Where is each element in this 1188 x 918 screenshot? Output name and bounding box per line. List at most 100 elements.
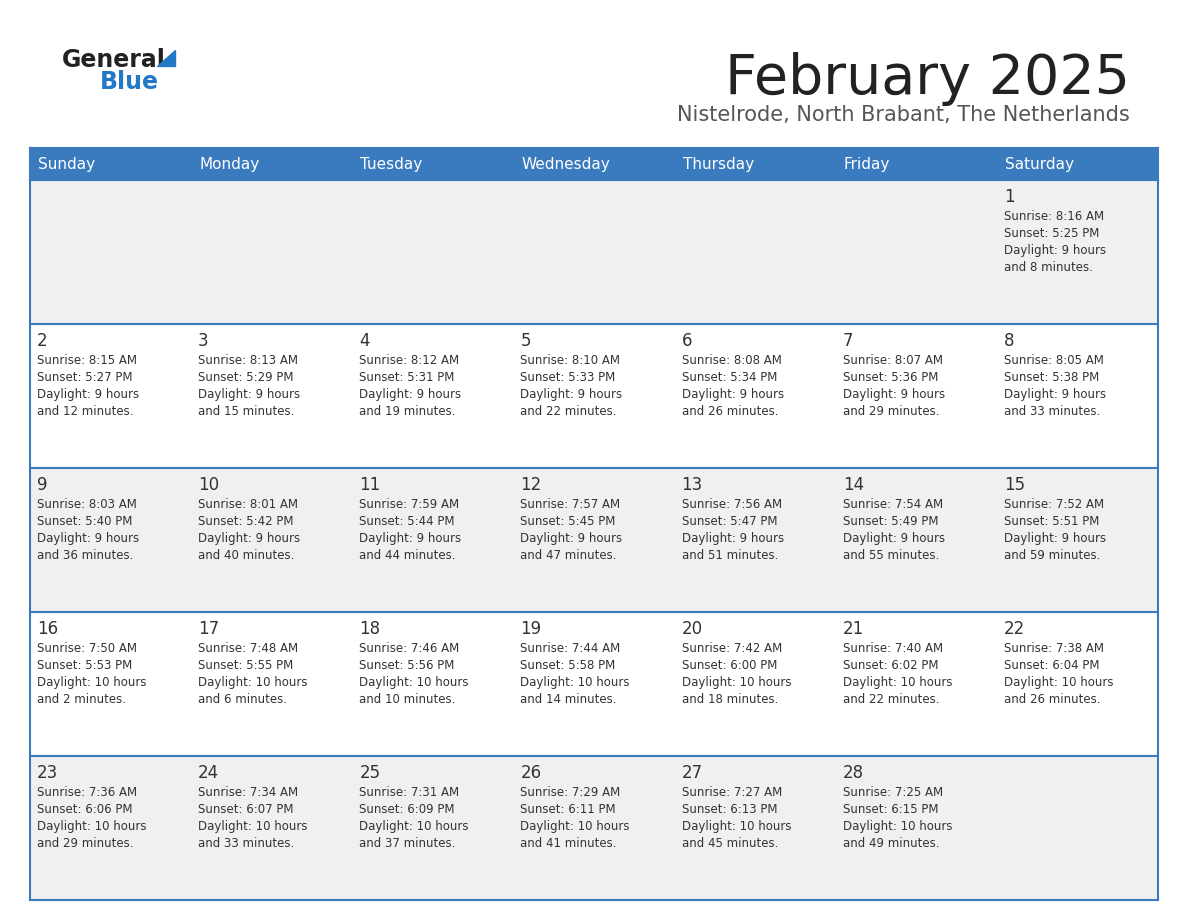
Text: 6: 6 xyxy=(682,332,693,350)
Text: Sunset: 5:29 PM: Sunset: 5:29 PM xyxy=(198,371,293,384)
Text: Sunrise: 7:27 AM: Sunrise: 7:27 AM xyxy=(682,786,782,799)
Text: Daylight: 9 hours: Daylight: 9 hours xyxy=(198,532,301,545)
Text: Sunrise: 7:42 AM: Sunrise: 7:42 AM xyxy=(682,642,782,655)
Text: 5: 5 xyxy=(520,332,531,350)
Text: 7: 7 xyxy=(842,332,853,350)
Text: 8: 8 xyxy=(1004,332,1015,350)
Text: Daylight: 10 hours: Daylight: 10 hours xyxy=(520,676,630,689)
Text: 27: 27 xyxy=(682,764,702,782)
Text: Daylight: 10 hours: Daylight: 10 hours xyxy=(682,676,791,689)
Text: Daylight: 10 hours: Daylight: 10 hours xyxy=(842,676,953,689)
Text: Daylight: 9 hours: Daylight: 9 hours xyxy=(682,532,784,545)
Text: Sunrise: 8:15 AM: Sunrise: 8:15 AM xyxy=(37,354,137,367)
Text: Sunset: 5:36 PM: Sunset: 5:36 PM xyxy=(842,371,939,384)
Text: Sunrise: 8:03 AM: Sunrise: 8:03 AM xyxy=(37,498,137,511)
Text: Daylight: 9 hours: Daylight: 9 hours xyxy=(1004,388,1106,401)
Text: and 26 minutes.: and 26 minutes. xyxy=(682,405,778,418)
Text: Sunrise: 8:12 AM: Sunrise: 8:12 AM xyxy=(359,354,460,367)
Text: 19: 19 xyxy=(520,620,542,638)
Text: and 37 minutes.: and 37 minutes. xyxy=(359,837,456,850)
Text: Sunrise: 7:48 AM: Sunrise: 7:48 AM xyxy=(198,642,298,655)
Text: Sunrise: 8:10 AM: Sunrise: 8:10 AM xyxy=(520,354,620,367)
Polygon shape xyxy=(157,50,175,66)
Text: Sunrise: 8:08 AM: Sunrise: 8:08 AM xyxy=(682,354,782,367)
Text: and 33 minutes.: and 33 minutes. xyxy=(1004,405,1100,418)
Text: Sunset: 5:25 PM: Sunset: 5:25 PM xyxy=(1004,227,1099,240)
Text: and 19 minutes.: and 19 minutes. xyxy=(359,405,456,418)
Text: February 2025: February 2025 xyxy=(725,52,1130,106)
Text: 14: 14 xyxy=(842,476,864,494)
Text: Thursday: Thursday xyxy=(683,156,753,172)
Text: 4: 4 xyxy=(359,332,369,350)
Text: Sunrise: 7:25 AM: Sunrise: 7:25 AM xyxy=(842,786,943,799)
Text: 17: 17 xyxy=(198,620,220,638)
Text: and 44 minutes.: and 44 minutes. xyxy=(359,549,456,562)
Text: 11: 11 xyxy=(359,476,380,494)
Text: Daylight: 10 hours: Daylight: 10 hours xyxy=(198,820,308,833)
Text: Daylight: 10 hours: Daylight: 10 hours xyxy=(37,676,146,689)
Text: Daylight: 10 hours: Daylight: 10 hours xyxy=(1004,676,1113,689)
Text: Sunset: 5:42 PM: Sunset: 5:42 PM xyxy=(198,515,293,528)
Text: Sunset: 5:55 PM: Sunset: 5:55 PM xyxy=(198,659,293,672)
Text: Sunset: 5:38 PM: Sunset: 5:38 PM xyxy=(1004,371,1099,384)
Text: Daylight: 9 hours: Daylight: 9 hours xyxy=(1004,244,1106,257)
FancyBboxPatch shape xyxy=(30,148,191,180)
Text: Sunset: 6:04 PM: Sunset: 6:04 PM xyxy=(1004,659,1099,672)
Text: and 36 minutes.: and 36 minutes. xyxy=(37,549,133,562)
Text: Sunset: 5:51 PM: Sunset: 5:51 PM xyxy=(1004,515,1099,528)
Text: 1: 1 xyxy=(1004,188,1015,206)
Text: Sunset: 6:07 PM: Sunset: 6:07 PM xyxy=(198,803,293,816)
Text: 13: 13 xyxy=(682,476,703,494)
Text: Sunrise: 7:34 AM: Sunrise: 7:34 AM xyxy=(198,786,298,799)
Text: Sunset: 6:15 PM: Sunset: 6:15 PM xyxy=(842,803,939,816)
Text: Sunset: 6:13 PM: Sunset: 6:13 PM xyxy=(682,803,777,816)
Text: Daylight: 10 hours: Daylight: 10 hours xyxy=(842,820,953,833)
Text: and 14 minutes.: and 14 minutes. xyxy=(520,693,617,706)
Text: Daylight: 9 hours: Daylight: 9 hours xyxy=(1004,532,1106,545)
Text: Sunrise: 8:16 AM: Sunrise: 8:16 AM xyxy=(1004,210,1104,223)
Text: Sunset: 5:58 PM: Sunset: 5:58 PM xyxy=(520,659,615,672)
Text: Sunrise: 7:46 AM: Sunrise: 7:46 AM xyxy=(359,642,460,655)
Text: Sunrise: 8:13 AM: Sunrise: 8:13 AM xyxy=(198,354,298,367)
Text: and 41 minutes.: and 41 minutes. xyxy=(520,837,617,850)
Text: Sunrise: 7:29 AM: Sunrise: 7:29 AM xyxy=(520,786,620,799)
Text: Sunset: 6:06 PM: Sunset: 6:06 PM xyxy=(37,803,133,816)
Text: Daylight: 9 hours: Daylight: 9 hours xyxy=(37,388,139,401)
Text: Nistelrode, North Brabant, The Netherlands: Nistelrode, North Brabant, The Netherlan… xyxy=(677,105,1130,125)
Text: Friday: Friday xyxy=(843,156,890,172)
FancyBboxPatch shape xyxy=(30,756,1158,900)
Text: Tuesday: Tuesday xyxy=(360,156,423,172)
Text: Daylight: 9 hours: Daylight: 9 hours xyxy=(842,532,944,545)
Text: Sunset: 5:31 PM: Sunset: 5:31 PM xyxy=(359,371,455,384)
Text: Daylight: 9 hours: Daylight: 9 hours xyxy=(359,532,461,545)
Text: 2: 2 xyxy=(37,332,48,350)
Text: 24: 24 xyxy=(198,764,220,782)
Text: Daylight: 10 hours: Daylight: 10 hours xyxy=(359,820,469,833)
FancyBboxPatch shape xyxy=(30,468,1158,612)
Text: Daylight: 10 hours: Daylight: 10 hours xyxy=(37,820,146,833)
FancyBboxPatch shape xyxy=(675,148,835,180)
Text: 15: 15 xyxy=(1004,476,1025,494)
Text: Daylight: 9 hours: Daylight: 9 hours xyxy=(37,532,139,545)
Text: 26: 26 xyxy=(520,764,542,782)
Text: and 12 minutes.: and 12 minutes. xyxy=(37,405,133,418)
Text: Sunrise: 7:56 AM: Sunrise: 7:56 AM xyxy=(682,498,782,511)
Text: Sunday: Sunday xyxy=(38,156,95,172)
Text: General: General xyxy=(62,48,166,72)
Text: 22: 22 xyxy=(1004,620,1025,638)
Text: Sunrise: 7:52 AM: Sunrise: 7:52 AM xyxy=(1004,498,1104,511)
Text: Sunrise: 7:36 AM: Sunrise: 7:36 AM xyxy=(37,786,137,799)
Text: and 22 minutes.: and 22 minutes. xyxy=(842,693,940,706)
Text: Daylight: 10 hours: Daylight: 10 hours xyxy=(359,676,469,689)
Text: 23: 23 xyxy=(37,764,58,782)
Text: Monday: Monday xyxy=(200,156,259,172)
Text: Sunrise: 7:40 AM: Sunrise: 7:40 AM xyxy=(842,642,943,655)
Text: 16: 16 xyxy=(37,620,58,638)
Text: Sunrise: 7:54 AM: Sunrise: 7:54 AM xyxy=(842,498,943,511)
Text: and 10 minutes.: and 10 minutes. xyxy=(359,693,456,706)
Text: Daylight: 9 hours: Daylight: 9 hours xyxy=(198,388,301,401)
FancyBboxPatch shape xyxy=(30,612,1158,756)
Text: and 45 minutes.: and 45 minutes. xyxy=(682,837,778,850)
Text: and 29 minutes.: and 29 minutes. xyxy=(37,837,133,850)
FancyBboxPatch shape xyxy=(835,148,997,180)
